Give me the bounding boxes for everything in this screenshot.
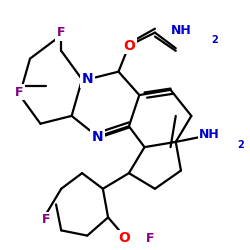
Text: NH: NH <box>170 24 191 36</box>
Text: O: O <box>118 231 130 245</box>
Text: F: F <box>42 214 50 226</box>
Text: F: F <box>146 232 154 245</box>
Text: O: O <box>123 39 135 53</box>
Text: 2: 2 <box>212 36 218 46</box>
Text: F: F <box>57 26 66 39</box>
Text: F: F <box>15 86 24 99</box>
Text: N: N <box>82 72 93 86</box>
Text: NH: NH <box>199 128 220 140</box>
Text: 2: 2 <box>238 140 244 149</box>
Text: N: N <box>92 130 104 144</box>
